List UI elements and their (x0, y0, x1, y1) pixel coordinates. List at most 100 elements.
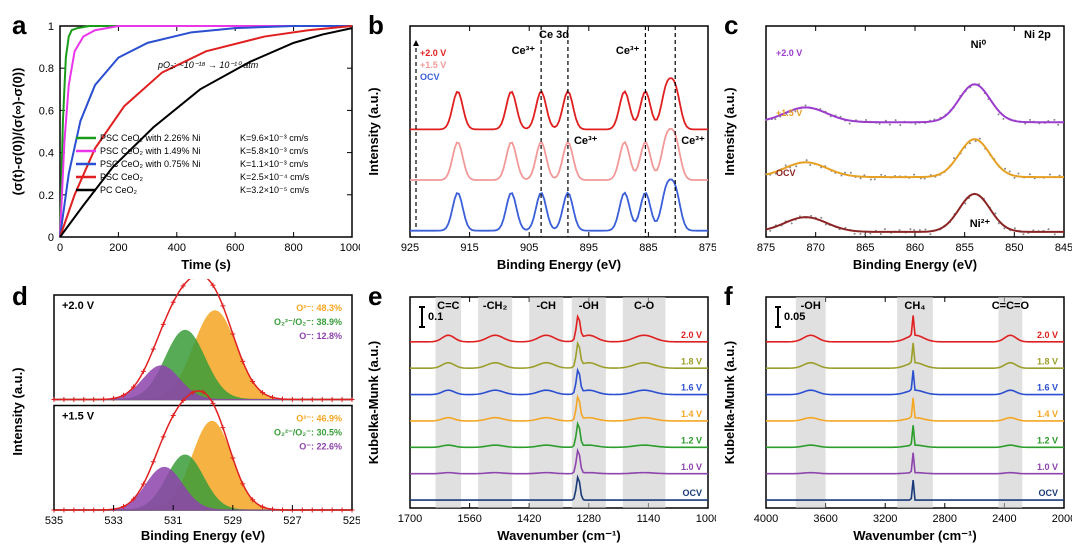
svg-text:PSC CeO₂: PSC CeO₂ (100, 172, 144, 182)
panel-e-label: e (368, 281, 382, 312)
panel-d: d +2.0 VO²⁻: 48.3%O₂²⁻/O₂⁻: 38.9%O⁻: 12.… (8, 279, 360, 546)
panel-b-chart: 875885895905915925Binding Energy (eV)Int… (364, 8, 716, 273)
panel-f-chart: 200024002800320036004000Wavenumber (cm⁻¹… (720, 279, 1072, 544)
svg-text:Ce³⁺: Ce³⁺ (574, 135, 598, 147)
svg-text:+2.0 V: +2.0 V (420, 48, 446, 58)
svg-text:O²⁻: 46.9%: O²⁻: 46.9% (296, 414, 342, 424)
svg-text:865: 865 (856, 242, 874, 254)
svg-text:C-O: C-O (634, 300, 655, 312)
svg-text:O₂²⁻/O₂⁻: 38.9%: O₂²⁻/O₂⁻: 38.9% (274, 317, 342, 327)
svg-text:533: 533 (104, 515, 122, 527)
svg-text:2.0 V: 2.0 V (681, 330, 702, 340)
svg-text:1.8 V: 1.8 V (681, 356, 702, 366)
svg-text:K=3.2×10⁻⁵ cm/s: K=3.2×10⁻⁵ cm/s (240, 185, 310, 195)
svg-text:0.2: 0.2 (39, 190, 54, 202)
svg-text:925: 925 (401, 242, 419, 254)
svg-text:Intensity (a.u.): Intensity (a.u.) (10, 367, 25, 455)
svg-text:0: 0 (57, 242, 63, 254)
svg-text:850: 850 (1005, 242, 1023, 254)
svg-text:Time (s): Time (s) (181, 257, 231, 272)
svg-text:Ce 3d: Ce 3d (539, 29, 569, 41)
svg-text:Binding Energy (eV): Binding Energy (eV) (497, 257, 621, 272)
svg-text:pO₂: ~10⁻¹⁸ → 10⁻¹⁰ atm: pO₂: ~10⁻¹⁸ → 10⁻¹⁰ atm (157, 60, 259, 70)
svg-text:1.0 V: 1.0 V (1037, 462, 1058, 472)
svg-text:2000: 2000 (1052, 513, 1072, 525)
panel-b: b 875885895905915925Binding Energy (eV)I… (364, 8, 716, 275)
svg-text:1700: 1700 (398, 513, 422, 525)
svg-text:OCV: OCV (776, 168, 796, 178)
svg-text:1280: 1280 (577, 513, 601, 525)
svg-text:PSC CeO₂ with 2.26% Ni: PSC CeO₂ with 2.26% Ni (100, 133, 201, 143)
svg-text:Intensity (a.u.): Intensity (a.u.) (722, 87, 737, 175)
svg-text:1140: 1140 (637, 513, 661, 525)
svg-text:3200: 3200 (873, 513, 897, 525)
panel-b-label: b (368, 10, 384, 41)
svg-text:+1.5 V: +1.5 V (776, 108, 802, 118)
svg-text:0.6: 0.6 (39, 105, 54, 117)
panel-d-label: d (12, 281, 28, 312)
panel-a-chart: 0200400600800100000.20.40.60.81Time (s)(… (8, 8, 360, 273)
svg-text:Ce³⁺: Ce³⁺ (616, 45, 640, 57)
svg-text:845: 845 (1055, 242, 1072, 254)
svg-text:Ni⁰: Ni⁰ (971, 39, 987, 51)
svg-text:870: 870 (806, 242, 824, 254)
svg-text:OCV: OCV (420, 72, 440, 82)
svg-text:525: 525 (343, 515, 360, 527)
panel-c-label: c (724, 10, 738, 41)
svg-text:915: 915 (460, 242, 478, 254)
panel-c: c 845850855860865870875Binding Energy (e… (720, 8, 1072, 275)
panel-a: a 0200400600800100000.20.40.60.81Time (s… (8, 8, 360, 275)
svg-text:+2.0 V: +2.0 V (62, 300, 95, 312)
svg-text:+1.5 V: +1.5 V (62, 411, 95, 423)
svg-text:885: 885 (639, 242, 657, 254)
panel-c-chart: 845850855860865870875Binding Energy (eV)… (720, 8, 1072, 273)
panel-e-chart: 100011401280142015601700Wavenumber (cm⁻¹… (364, 279, 716, 544)
svg-text:PC CeO₂: PC CeO₂ (100, 185, 138, 195)
svg-text:400: 400 (168, 242, 186, 254)
svg-text:800: 800 (284, 242, 302, 254)
svg-text:1.6 V: 1.6 V (1037, 383, 1058, 393)
svg-text:529: 529 (224, 515, 242, 527)
svg-text:0.4: 0.4 (39, 148, 54, 160)
svg-text:Ce³⁺: Ce³⁺ (681, 135, 705, 147)
panel-f-label: f (724, 281, 733, 312)
svg-text:2800: 2800 (933, 513, 957, 525)
svg-text:(σ(t)-σ(0))/(σ(∞)-σ(0)): (σ(t)-σ(0))/(σ(∞)-σ(0)) (10, 68, 25, 196)
svg-text:Binding Energy (eV): Binding Energy (eV) (141, 528, 265, 543)
svg-text:535: 535 (45, 515, 63, 527)
svg-text:O⁻: 22.6%: O⁻: 22.6% (299, 442, 342, 452)
panel-e: e 100011401280142015601700Wavenumber (cm… (364, 279, 716, 546)
svg-text:1.4 V: 1.4 V (681, 409, 702, 419)
svg-text:0.8: 0.8 (39, 63, 54, 75)
svg-text:1560: 1560 (457, 513, 481, 525)
svg-text:3600: 3600 (813, 513, 837, 525)
svg-text:1.2 V: 1.2 V (681, 435, 702, 445)
svg-text:O⁻: 12.8%: O⁻: 12.8% (299, 331, 342, 341)
panel-f: f 200024002800320036004000Wavenumber (cm… (720, 279, 1072, 546)
svg-text:1: 1 (48, 21, 54, 33)
svg-text:600: 600 (226, 242, 244, 254)
svg-text:Kubelka-Munk (a.u.): Kubelka-Munk (a.u.) (366, 341, 381, 465)
svg-text:2400: 2400 (992, 513, 1016, 525)
svg-text:200: 200 (109, 242, 127, 254)
svg-text:-CH: -CH (536, 300, 556, 312)
panel-a-label: a (12, 10, 26, 41)
svg-text:1.6 V: 1.6 V (681, 383, 702, 393)
svg-text:860: 860 (906, 242, 924, 254)
svg-text:0: 0 (48, 232, 54, 244)
svg-text:905: 905 (520, 242, 538, 254)
svg-text:K=9.6×10⁻³ cm/s: K=9.6×10⁻³ cm/s (240, 133, 309, 143)
svg-text:K=5.8×10⁻³ cm/s: K=5.8×10⁻³ cm/s (240, 146, 309, 156)
svg-text:Ni 2p: Ni 2p (1024, 29, 1051, 41)
svg-text:0.05: 0.05 (784, 311, 805, 323)
svg-text:PSC CeO₂ with 1.49% Ni: PSC CeO₂ with 1.49% Ni (100, 146, 201, 156)
svg-text:CH₄: CH₄ (904, 300, 925, 312)
svg-text:-CH₂: -CH₂ (483, 300, 508, 312)
svg-text:531: 531 (164, 515, 182, 527)
panel-d-chart: +2.0 VO²⁻: 48.3%O₂²⁻/O₂⁻: 38.9%O⁻: 12.8%… (8, 279, 360, 544)
svg-text:2.0 V: 2.0 V (1037, 330, 1058, 340)
svg-text:+1.5 V: +1.5 V (420, 60, 446, 70)
svg-text:1.0 V: 1.0 V (681, 462, 702, 472)
svg-text:K=1.1×10⁻³ cm/s: K=1.1×10⁻³ cm/s (240, 159, 309, 169)
svg-text:Wavenumber (cm⁻¹): Wavenumber (cm⁻¹) (497, 528, 620, 543)
